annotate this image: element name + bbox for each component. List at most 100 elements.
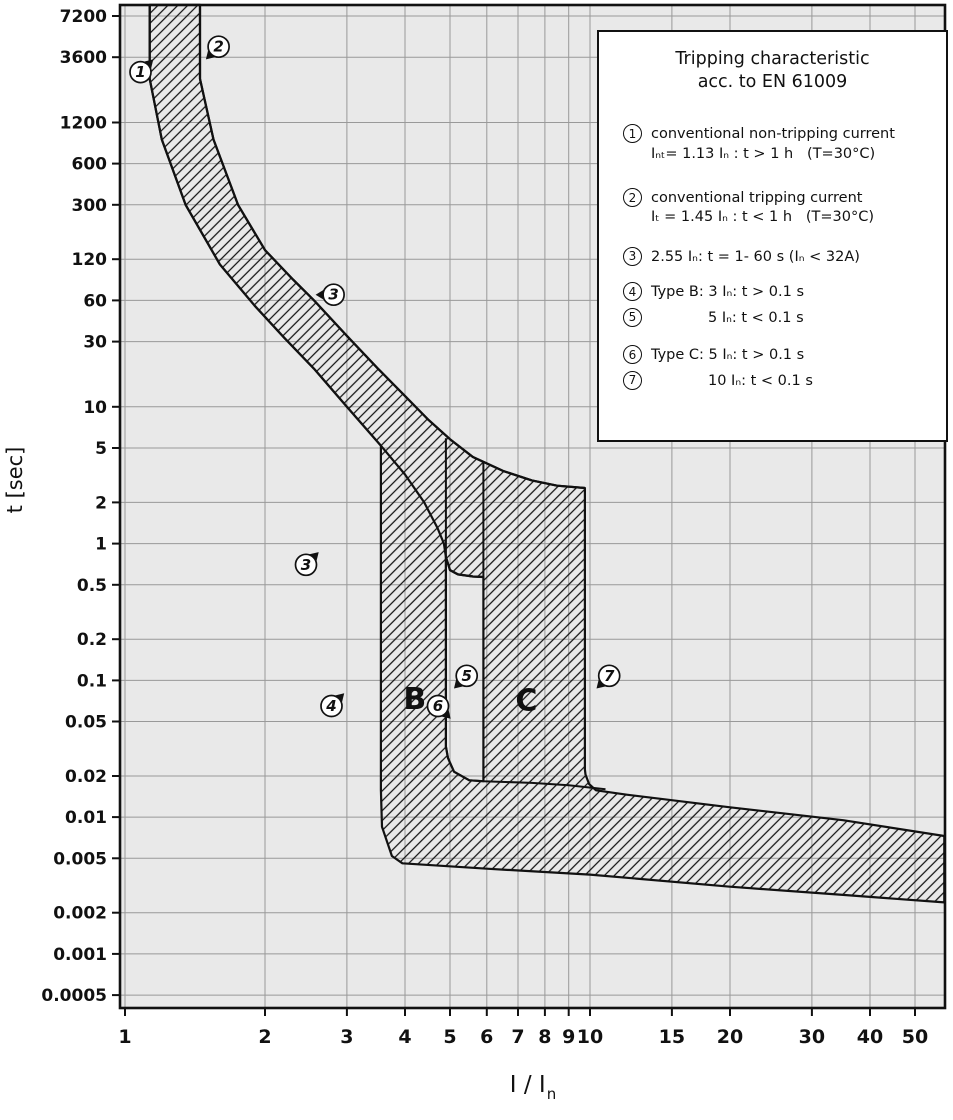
y-axis-title: t [sec] [3, 447, 27, 514]
legend-item-7-line1: 10 Iₙ: t < 0.1 s [708, 372, 813, 389]
marker-arrow [315, 289, 325, 301]
legend-item-3: 3 2.55 Iₙ: t = 1- 60 s (Iₙ < 32A) [623, 246, 940, 267]
x-tick-label: 50 [902, 1026, 928, 1048]
x-tick-label: 1 [118, 1026, 131, 1048]
marker-number: 3 [301, 556, 311, 574]
y-tick-label: 0.001 [53, 945, 107, 965]
limit-curve [198, 4, 585, 490]
y-tick-label: 3600 [60, 48, 107, 68]
limit-curve [148, 4, 484, 579]
marker-number: 2 [213, 38, 223, 56]
marker-circle [426, 694, 450, 718]
y-tick-label: 300 [72, 196, 108, 216]
band-letter: B [403, 682, 426, 717]
y-tick-label: 1 [95, 535, 107, 555]
x-tick-label: 15 [659, 1026, 685, 1048]
legend-item-2-line2: Iₜ = 1.45 Iₙ : t < 1 h (T=30°C) [651, 209, 875, 226]
marker-number: 1 [135, 63, 145, 81]
marker-circle [294, 553, 318, 577]
legend-item-6-text: Type C: 5 Iₙ: t > 0.1 s [651, 345, 804, 365]
legend-item-4-text: Type B: 3 Iₙ: t > 0.1 s [651, 282, 804, 302]
legend-items: 1 conventional non-tripping current Iₙₜ=… [623, 124, 940, 391]
marker-number: 3 [328, 286, 338, 304]
y-tick-label: 0.01 [65, 808, 107, 828]
legend-item-5-line1: 5 Iₙ: t < 0.1 s [708, 309, 804, 326]
legend-item-2-number: 2 [623, 188, 642, 208]
marker-number: 5 [461, 667, 471, 685]
y-tick-label: 0.002 [53, 904, 107, 924]
marker-circle [129, 60, 152, 84]
marker-number: 6 [433, 697, 443, 715]
legend-item-7: 7 10 Iₙ: t < 0.1 s [623, 370, 940, 391]
x-tick-label: 3 [340, 1026, 353, 1048]
y-tick-label: 0.5 [77, 576, 107, 596]
legend-item-1-line1: conventional non-tripping current [651, 126, 895, 143]
marker-number: 4 [325, 697, 336, 715]
x-tick-label: 7 [511, 1026, 524, 1048]
legend-item-1: 1 conventional non-tripping current Iₙₜ=… [623, 124, 940, 164]
marker-number: 7 [604, 667, 615, 685]
legend-item-5: 5 5 Iₙ: t < 0.1 s [623, 307, 940, 328]
y-tick-label: 120 [72, 250, 108, 270]
legend-item-6-number: 6 [623, 345, 642, 365]
x-tick-label: 20 [717, 1026, 743, 1048]
y-tick-label: 0.1 [77, 671, 107, 691]
legend-item-3-number: 3 [623, 246, 642, 266]
legend-item-2-line1: conventional tripping current [651, 190, 863, 207]
y-tick-label: 0.05 [65, 713, 107, 733]
plot-border [118, 3, 947, 1010]
y-tick-label: 2 [95, 493, 107, 513]
marker-circle [320, 694, 343, 718]
x-axis-title-main: I / I [509, 1072, 546, 1098]
x-tick-label: 30 [799, 1026, 825, 1048]
legend-item-7-number: 7 [623, 370, 642, 390]
legend-title-line2: acc. to EN 61009 [697, 72, 848, 93]
marker-circle [207, 35, 230, 59]
legend-item-5-number: 5 [623, 307, 642, 327]
x-tick-label: 40 [857, 1026, 883, 1048]
y-tick-label: 7200 [60, 7, 107, 27]
marker-circle [322, 283, 345, 307]
x-axis-title-subscript: n [546, 1085, 557, 1103]
x-tick-label: 5 [443, 1026, 456, 1048]
y-tick-label: 0.0005 [41, 986, 107, 1006]
legend-item-1-text: conventional non-tripping current Iₙₜ= 1… [651, 124, 895, 164]
x-tick-label: 9 [562, 1026, 575, 1048]
y-tick-label: 600 [72, 155, 108, 175]
y-tick-label: 0.005 [53, 849, 107, 869]
y-tick-label: 60 [83, 291, 107, 311]
band-letter: C [515, 684, 537, 719]
legend-item-6-line1: Type C: 5 Iₙ: t > 0.1 s [651, 347, 805, 364]
x-axis-title: I / In [120, 1072, 945, 1103]
legend-item-5-text: 5 Iₙ: t < 0.1 s [651, 308, 804, 328]
y-tick-label: 30 [83, 333, 107, 353]
y-tick-label: 0.2 [77, 630, 107, 650]
y-tick-label: 10 [83, 398, 107, 418]
x-tick-label: 2 [258, 1026, 271, 1048]
legend-title: Tripping characteristic acc. to EN 61009 [599, 48, 946, 94]
legend-item-3-line1: 2.55 Iₙ: t = 1- 60 s (Iₙ < 32A) [651, 248, 860, 265]
legend-item-7-text: 10 Iₙ: t < 0.1 s [651, 371, 813, 391]
legend-item-1-number: 1 [623, 124, 642, 144]
x-tick-label: 10 [577, 1026, 603, 1048]
legend-item-4-number: 4 [623, 282, 642, 302]
band-inner-boundary [444, 438, 606, 791]
y-tick-label: 5 [95, 439, 107, 459]
legend-item-2-text: conventional tripping current Iₜ = 1.45 … [651, 188, 874, 228]
x-tick-label: 6 [480, 1026, 493, 1048]
legend-box: Tripping characteristic acc. to EN 61009… [597, 30, 948, 442]
marker-circle [597, 664, 621, 688]
legend-item-2: 2 conventional tripping current Iₜ = 1.4… [623, 188, 940, 228]
legend-item-3-text: 2.55 Iₙ: t = 1- 60 s (Iₙ < 32A) [651, 247, 860, 267]
x-tick-label: 4 [398, 1026, 411, 1048]
y-tick-label: 0.02 [65, 767, 107, 787]
legend-item-6: 6 Type C: 5 Iₙ: t > 0.1 s [623, 345, 940, 365]
marker-circle [455, 664, 479, 688]
legend-item-4: 4 Type B: 3 Iₙ: t > 0.1 s [623, 282, 940, 302]
legend-title-line1: Tripping characteristic [675, 49, 870, 69]
y-tick-label: 1200 [60, 114, 107, 134]
legend-item-4-line1: Type B: 3 Iₙ: t > 0.1 s [651, 284, 805, 301]
legend-item-1-line2: Iₙₜ= 1.13 Iₙ : t > 1 h (T=30°C) [651, 145, 876, 162]
x-tick-label: 8 [538, 1026, 551, 1048]
